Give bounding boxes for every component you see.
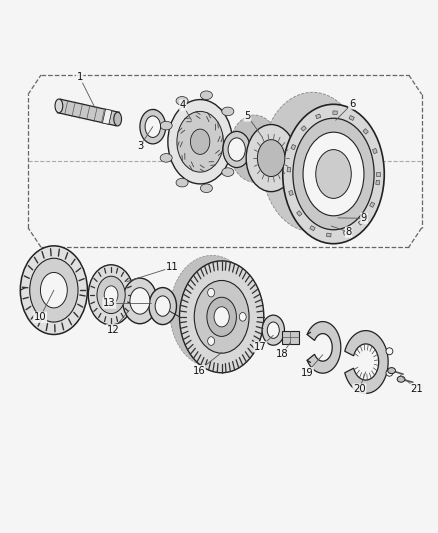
Ellipse shape [267, 322, 279, 338]
Text: 19: 19 [300, 368, 312, 378]
Text: 20: 20 [352, 384, 365, 394]
Ellipse shape [223, 132, 250, 167]
Ellipse shape [200, 184, 212, 192]
Ellipse shape [228, 138, 245, 161]
Polygon shape [290, 144, 295, 150]
Ellipse shape [221, 168, 233, 176]
Text: 5: 5 [244, 111, 250, 121]
Ellipse shape [55, 99, 63, 113]
Text: 3: 3 [137, 141, 143, 151]
Ellipse shape [122, 278, 157, 324]
Ellipse shape [230, 138, 242, 146]
Polygon shape [343, 231, 348, 235]
Ellipse shape [148, 288, 176, 325]
Text: 4: 4 [180, 100, 186, 110]
Ellipse shape [246, 125, 295, 192]
Polygon shape [57, 99, 119, 126]
Ellipse shape [282, 104, 383, 244]
Ellipse shape [170, 255, 254, 367]
Polygon shape [357, 220, 363, 225]
Polygon shape [309, 225, 314, 231]
Ellipse shape [88, 265, 134, 325]
Ellipse shape [385, 369, 392, 376]
Ellipse shape [207, 288, 214, 297]
Ellipse shape [261, 92, 362, 232]
Polygon shape [372, 148, 377, 154]
Polygon shape [348, 116, 353, 120]
Polygon shape [362, 128, 367, 134]
Polygon shape [375, 180, 379, 185]
Polygon shape [281, 330, 298, 344]
Ellipse shape [200, 91, 212, 100]
Polygon shape [300, 126, 306, 131]
Polygon shape [286, 167, 290, 172]
Ellipse shape [97, 276, 125, 313]
Text: 17: 17 [254, 342, 266, 352]
Text: 8: 8 [345, 227, 351, 237]
Ellipse shape [261, 315, 284, 345]
Ellipse shape [20, 246, 87, 335]
Ellipse shape [396, 376, 404, 382]
Ellipse shape [214, 307, 229, 327]
Ellipse shape [221, 107, 233, 116]
Text: 13: 13 [103, 298, 115, 308]
Polygon shape [324, 224, 335, 228]
Text: 21: 21 [409, 384, 422, 394]
Ellipse shape [113, 112, 121, 126]
Ellipse shape [216, 296, 248, 338]
Ellipse shape [207, 337, 214, 345]
Text: 12: 12 [106, 325, 119, 335]
Ellipse shape [167, 100, 232, 184]
Ellipse shape [257, 140, 284, 176]
Polygon shape [344, 330, 387, 393]
Ellipse shape [315, 150, 350, 198]
Ellipse shape [387, 368, 395, 374]
Text: 18: 18 [276, 349, 288, 359]
Ellipse shape [176, 96, 187, 105]
Text: 10: 10 [34, 312, 46, 322]
Ellipse shape [190, 129, 209, 155]
Text: 11: 11 [166, 262, 178, 272]
Polygon shape [288, 190, 293, 196]
Ellipse shape [177, 111, 223, 172]
Ellipse shape [239, 312, 246, 321]
Ellipse shape [130, 288, 149, 314]
Ellipse shape [302, 132, 363, 216]
Polygon shape [315, 114, 320, 119]
Polygon shape [326, 233, 330, 237]
Polygon shape [102, 109, 112, 124]
Text: 9: 9 [360, 213, 367, 223]
Ellipse shape [155, 296, 170, 316]
Ellipse shape [176, 179, 187, 187]
Text: 6: 6 [348, 99, 354, 109]
Ellipse shape [229, 115, 279, 182]
Ellipse shape [160, 154, 172, 162]
Ellipse shape [292, 118, 373, 230]
Ellipse shape [140, 109, 166, 144]
Ellipse shape [194, 280, 248, 353]
Polygon shape [296, 211, 301, 216]
Ellipse shape [160, 122, 172, 130]
Ellipse shape [145, 116, 160, 138]
Ellipse shape [206, 297, 236, 336]
Polygon shape [332, 111, 336, 115]
Text: 16: 16 [192, 366, 205, 376]
Ellipse shape [179, 261, 263, 373]
Polygon shape [376, 172, 379, 176]
Ellipse shape [30, 259, 78, 322]
Ellipse shape [331, 215, 339, 221]
Ellipse shape [40, 272, 67, 308]
Polygon shape [307, 321, 340, 373]
Polygon shape [229, 149, 295, 158]
Ellipse shape [104, 286, 118, 304]
Text: 1: 1 [76, 72, 83, 82]
Polygon shape [369, 202, 374, 207]
Ellipse shape [385, 348, 392, 354]
Polygon shape [261, 162, 383, 174]
